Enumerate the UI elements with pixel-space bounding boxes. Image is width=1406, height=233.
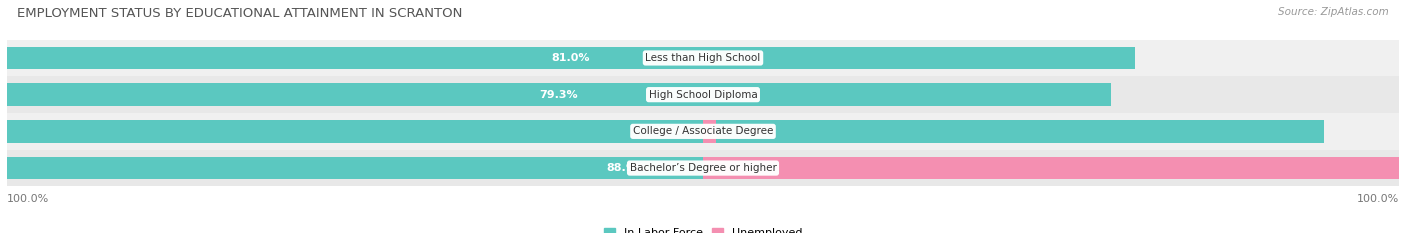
Text: 94.6%: 94.6% [645,126,685,136]
Legend: In Labor Force, Unemployed: In Labor Force, Unemployed [599,223,807,233]
Bar [703,157,1406,179]
Text: College / Associate Degree: College / Associate Degree [633,126,773,136]
Text: 81.0%: 81.0% [551,53,591,63]
Bar [703,120,716,143]
Text: 0.0%: 0.0% [724,53,752,63]
Bar [7,47,1135,69]
Bar [0,113,1399,150]
Bar [7,157,1244,179]
Text: Less than High School: Less than High School [645,53,761,63]
Bar [0,40,1399,76]
Text: 0.9%: 0.9% [737,126,765,136]
Bar [0,150,1399,186]
Text: 0.0%: 0.0% [724,90,752,100]
Text: Source: ZipAtlas.com: Source: ZipAtlas.com [1278,7,1389,17]
Text: 88.9%: 88.9% [606,163,645,173]
Text: EMPLOYMENT STATUS BY EDUCATIONAL ATTAINMENT IN SCRANTON: EMPLOYMENT STATUS BY EDUCATIONAL ATTAINM… [17,7,463,20]
Text: 100.0%: 100.0% [7,195,49,205]
Text: 100.0%: 100.0% [1357,195,1399,205]
Bar [7,83,1111,106]
Text: High School Diploma: High School Diploma [648,90,758,100]
Text: Bachelor’s Degree or higher: Bachelor’s Degree or higher [630,163,776,173]
Bar [0,76,1399,113]
Bar [7,120,1324,143]
Text: 79.3%: 79.3% [540,90,578,100]
